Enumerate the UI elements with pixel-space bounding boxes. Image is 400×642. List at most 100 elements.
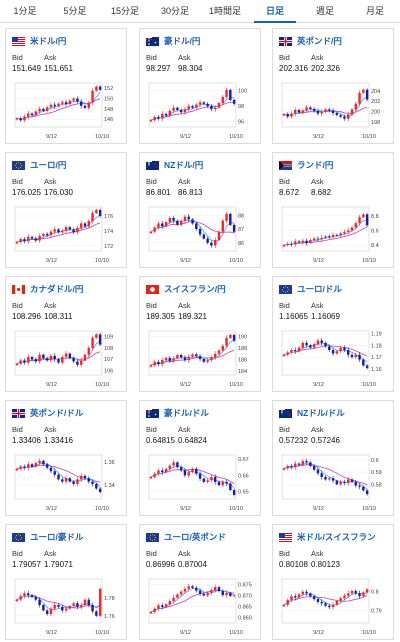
- pair-name-link[interactable]: ユーロ/ドル: [297, 284, 342, 294]
- candle-body: [164, 113, 168, 116]
- quote-card[interactable]: 豪ドル/円 Bid Ask 98.297 98.304 100 98 96 9/12 10/10: [139, 28, 261, 144]
- tab-1[interactable]: 1分足: [13, 6, 37, 16]
- plot-area: [281, 330, 370, 376]
- ask-label: Ask: [44, 549, 57, 558]
- candle-body: [19, 466, 22, 469]
- quote-card[interactable]: スイスフラン/円 Bid Ask 189.305 189.321 190 188 186 184…: [139, 276, 261, 392]
- candle-body: [225, 592, 228, 596]
- pair-header: NZドル/円: [146, 159, 203, 171]
- candle-body: [57, 605, 60, 607]
- candle-body: [324, 603, 327, 606]
- candle-body: [290, 596, 293, 601]
- candle-body: [217, 587, 221, 592]
- pair-name-link[interactable]: NZドル/円: [164, 160, 204, 170]
- y-tick-label: 0.66: [238, 473, 249, 479]
- candle-body: [179, 355, 183, 358]
- quote-card[interactable]: ユーロ/英ポンド Bid Ask 0.86996 0.87004 0.875 0.870 0.…: [139, 524, 261, 640]
- candle-body: [365, 89, 369, 100]
- pair-name-link[interactable]: 英ポンド/円: [297, 36, 342, 46]
- candle-body: [286, 114, 289, 117]
- candle-body: [282, 468, 286, 470]
- candle-body: [183, 470, 187, 476]
- candle-body: [316, 599, 320, 602]
- candle-body: [30, 595, 34, 597]
- candle-body: [72, 98, 75, 101]
- pair-header: ユーロ/豪ドル: [12, 531, 83, 543]
- quote-card[interactable]: 豪ドル/ドル Bid Ask 0.64815 0.64824 0.67 0.66 0.65 9/…: [139, 400, 261, 516]
- tab-7[interactable]: 週足: [315, 6, 334, 16]
- quote-card[interactable]: ユーロ/豪ドル Bid Ask 1.79057 1.79071 1.78 1.76 9/12 1…: [5, 524, 127, 640]
- pair-name-link[interactable]: 米ドル/円: [30, 36, 67, 46]
- quote-card[interactable]: カナダドル/円 Bid Ask 108.296 108.311 109 108 107 106 9…: [5, 276, 127, 392]
- candle-body: [335, 601, 339, 605]
- y-tick-label: 0.59: [371, 470, 382, 476]
- pair-header: NZドル/ドル: [279, 407, 345, 419]
- tab-8[interactable]: 月足: [365, 6, 384, 16]
- pair-header: 米ドル/円: [12, 35, 66, 47]
- pair-name-link[interactable]: スイスフラン/円: [164, 284, 226, 294]
- candle-body: [15, 363, 19, 366]
- candle-body: [331, 478, 335, 481]
- candle-body: [183, 216, 187, 221]
- candle-body: [213, 587, 217, 590]
- candle-body: [45, 610, 49, 615]
- x-tick-label: 10/10: [362, 630, 376, 636]
- price-chart: 1.36 1.34 9/12 10/10: [14, 454, 115, 512]
- pair-name-link[interactable]: ユーロ/英ポンド: [164, 532, 226, 542]
- quote-card[interactable]: 米ドル/スイスフラン Bid Ask 0.80108 0.80123 0.8 0.79 9/1…: [272, 524, 394, 640]
- candle-body: [30, 464, 34, 467]
- pair-header: ユーロ/英ポンド: [146, 531, 226, 543]
- candle-body: [343, 595, 346, 599]
- y-tick-label: 96: [238, 120, 244, 126]
- candle-body: [53, 229, 56, 232]
- price-chart: 152 150 148 146 9/12 10/10: [14, 82, 113, 140]
- tab-4[interactable]: 30分足: [160, 6, 189, 16]
- quote-card[interactable]: 英ポンド/円 Bid Ask 202.316 202.326 204 202 200 198 9/…: [272, 28, 394, 144]
- y-tick-label: 186: [238, 358, 247, 364]
- pair-name-link[interactable]: 米ドル/スイスフラン: [297, 532, 376, 542]
- y-tick-label: 109: [104, 335, 113, 341]
- quote-card[interactable]: 英ポンド/ドル Bid Ask 1.33406 1.33416 1.36 1.34 9/12 1…: [5, 400, 127, 516]
- quote-card[interactable]: 米ドル/円 Bid Ask 151.649 151.651 152 150 148 146 9/1…: [5, 28, 127, 144]
- candle-body: [350, 354, 354, 358]
- candle-body: [305, 461, 308, 463]
- candle-body: [339, 233, 342, 236]
- tab-5[interactable]: 1時間足: [208, 6, 241, 16]
- pair-name-link[interactable]: ランド/円: [297, 160, 334, 170]
- candle-body: [339, 115, 342, 117]
- pair-name-link[interactable]: ユーロ/円: [30, 160, 67, 170]
- y-tick-label: 0.8: [371, 589, 379, 595]
- pair-name-link[interactable]: NZドル/ドル: [297, 408, 345, 418]
- pair-name-link[interactable]: 豪ドル/ドル: [164, 408, 209, 418]
- bid-value: 189.305: [146, 312, 175, 321]
- quote-card[interactable]: ランド/円 Bid Ask 8.672 8.682 8.8 8.6 8.4 9/12 10/10: [272, 152, 394, 268]
- y-tick-label: 150: [104, 97, 113, 103]
- candle-body: [350, 227, 354, 231]
- tab-6[interactable]: 日足: [250, 0, 300, 23]
- ma-fast-line: [16, 594, 101, 610]
- quote-card[interactable]: ユーロ/ドル Bid Ask 1.16065 1.16069 1.19 1.18 1.17 1.…: [272, 276, 394, 392]
- quote-card[interactable]: NZドル/円 Bid Ask 86.801 86.813 88 87 86 9/12 10/10: [139, 152, 261, 268]
- pair-name-link[interactable]: 豪ドル/円: [164, 36, 201, 46]
- candle-body: [309, 345, 312, 348]
- y-tick-label: 98: [238, 104, 244, 110]
- quote-card[interactable]: ユーロ/円 Bid Ask 176.025 176.030 176 174 172 9/12 10…: [5, 152, 127, 268]
- ma-slow-line: [16, 595, 101, 609]
- pair-name-link[interactable]: 英ポンド/ドル: [30, 408, 84, 418]
- candle-body: [282, 245, 286, 247]
- candle-body: [57, 103, 60, 107]
- tab-3[interactable]: 15分足: [110, 6, 139, 16]
- pair-name-link[interactable]: ユーロ/豪ドル: [30, 532, 84, 542]
- pair-name-link[interactable]: カナダドル/円: [30, 284, 84, 294]
- candle-body: [87, 221, 90, 227]
- quote-card[interactable]: NZドル/ドル Bid Ask 0.57232 0.57246 0.6 0.59 0.58 9/…: [272, 400, 394, 516]
- eu-flag-icon: [279, 284, 292, 294]
- tab-2[interactable]: 5分足: [63, 6, 87, 16]
- candle-body: [61, 102, 64, 104]
- candle-body: [286, 243, 289, 246]
- candle-body: [362, 214, 365, 218]
- candle-body: [290, 350, 293, 353]
- x-tick-label: 9/12: [313, 134, 324, 140]
- candle-body: [343, 231, 346, 234]
- candle-body: [328, 109, 331, 111]
